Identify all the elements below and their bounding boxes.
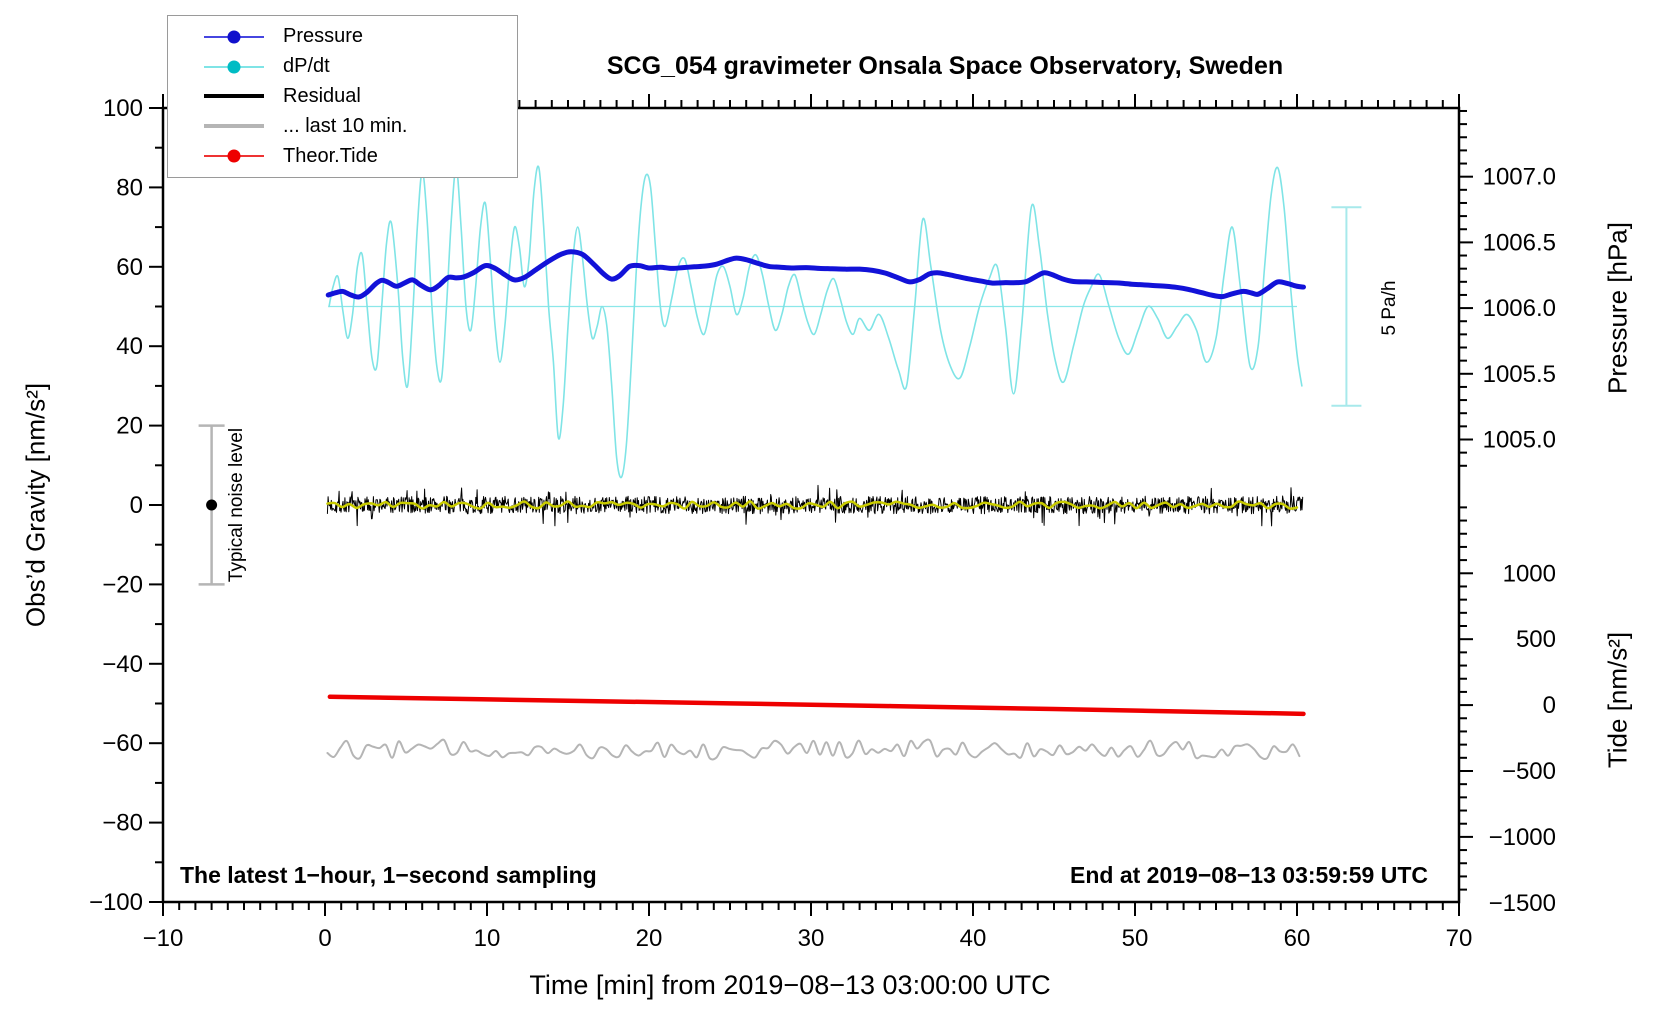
svg-text:50: 50 [1122,925,1149,952]
svg-text:100: 100 [103,95,143,122]
svg-text:1000: 1000 [1503,560,1556,587]
svg-text:0: 0 [1543,692,1556,719]
svg-text:80: 80 [116,174,143,201]
svg-text:40: 40 [960,925,987,952]
svg-text:1005.5: 1005.5 [1483,361,1556,388]
theortide-line-swatch [204,149,264,163]
left-axis-title: Obs’d Gravity [nm/s²] [20,382,51,628]
series-pressure [325,249,1306,300]
svg-text:500: 500 [1516,626,1556,653]
last10min-line-swatch [204,119,264,133]
svg-text:1005.0: 1005.0 [1483,426,1556,453]
svg-text:−100: −100 [89,889,143,916]
tide-axis-title: Tide [nm/s²] [1602,631,1633,769]
svg-text:−1500: −1500 [1489,890,1556,917]
page-title: SCG_054 gravimeter Onsala Space Observat… [606,52,1284,80]
svg-text:0: 0 [130,492,143,519]
x-axis-title: Time [min] from 2019−08−13 03:00:00 UTC [529,970,1051,1000]
typical-noise-level-label: Typical noise level [226,427,247,583]
series--last-10-min- [326,738,1301,761]
svg-text:30: 30 [798,925,825,952]
legend-item-last10min: ... last 10 min. [168,113,517,140]
svg-text:40: 40 [116,333,143,360]
sampling-note: The latest 1−hour, 1−second sampling [180,862,597,888]
svg-text:1006.0: 1006.0 [1483,295,1556,322]
svg-text:−60: −60 [102,730,143,757]
series-theor-tide [327,694,1306,717]
legend-item-residual: Residual [168,83,517,110]
legend: Pressure dP/dt Residual ... last 10 min.… [167,15,518,178]
dpdt-scale-5Pa-per-h-errorbar [1331,206,1362,407]
dpdt-line-swatch [204,60,264,74]
legend-item-theortide: Theor.Tide [168,143,517,170]
svg-text:20: 20 [636,925,663,952]
pressure-line-swatch [204,30,264,44]
legend-label: Theor.Tide [283,144,378,167]
legend-item-pressure: Pressure [168,23,517,50]
svg-text:0: 0 [318,925,331,952]
svg-text:−80: −80 [102,810,143,837]
svg-text:−10: −10 [143,925,184,952]
legend-label: dP/dt [283,55,330,78]
svg-text:1006.5: 1006.5 [1483,229,1556,256]
pressure-axis-title: Pressure [hPa] [1602,222,1633,394]
svg-text:−40: −40 [102,651,143,678]
svg-text:60: 60 [1284,925,1311,952]
legend-label: Residual [283,84,361,107]
svg-text:−500: −500 [1502,758,1556,785]
svg-text:1007.0: 1007.0 [1483,164,1556,191]
legend-label: Pressure [283,25,364,48]
svg-text:10: 10 [474,925,501,952]
svg-text:−1000: −1000 [1489,824,1556,851]
svg-text:20: 20 [116,413,143,440]
series-residual-smoothed [326,500,1299,510]
typical-noise-level-errorbar [198,424,225,586]
legend-label: ... last 10 min. [283,114,408,137]
axis-tick-labels: −10 0 10 20 30 40 50 60 70100806040200−20−40−60−… [89,95,1556,952]
legend-item-dpdt: dP/dt [168,53,517,80]
end-time-note: End at 2019−08−13 03:59:59 UTC [1070,862,1428,888]
svg-text:60: 60 [116,254,143,281]
dpdt-scale-label: 5 Pa/h [1379,280,1400,336]
residual-line-swatch [204,89,264,103]
series-dp-dt [328,165,1303,479]
svg-text:−20: −20 [102,571,143,598]
svg-text:70: 70 [1446,925,1473,952]
